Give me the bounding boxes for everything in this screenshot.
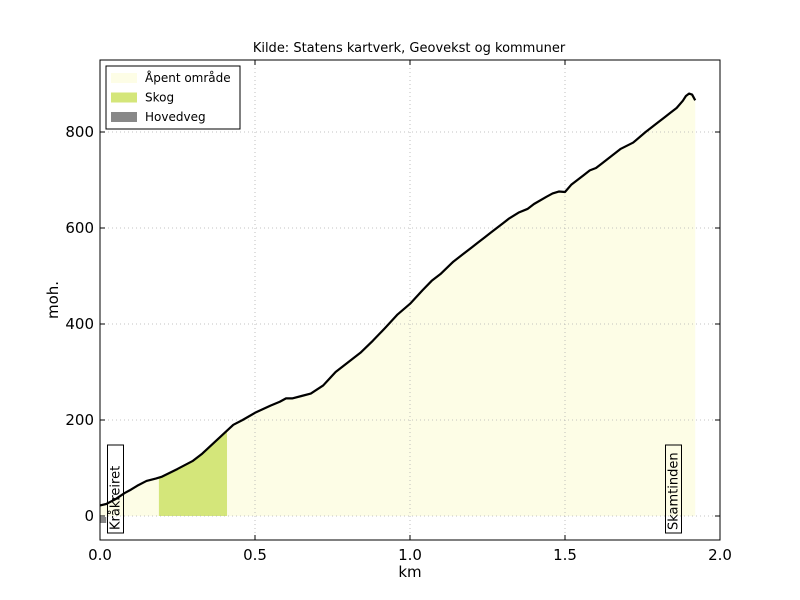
x-tick-label-1: 0.5 bbox=[243, 546, 267, 564]
annotation-0: Kråkreiret bbox=[107, 444, 124, 534]
y-tick-label-4: 800 bbox=[65, 123, 94, 141]
elevation-line bbox=[99, 92, 697, 507]
annotation-box-0 bbox=[107, 444, 124, 534]
legend-label-1: Skog bbox=[145, 91, 174, 105]
landcover-fill-2 bbox=[227, 93, 696, 516]
road-segment-0 bbox=[100, 517, 107, 523]
chart-title: Kilde: Statens kartverk, Geovekst og kom… bbox=[253, 41, 566, 56]
x-tick-label-2: 1.0 bbox=[398, 546, 422, 564]
y-tick-label-2: 400 bbox=[65, 315, 94, 333]
landcover-fill-1 bbox=[158, 430, 228, 516]
axis-ticks: 0.0 0.5 1.0 1.5 2.0 0 200 400 600 800 bbox=[65, 60, 732, 564]
annotation-box-1 bbox=[665, 444, 682, 534]
legend-swatch-0 bbox=[111, 73, 137, 83]
y-axis-label: moh. bbox=[44, 281, 62, 319]
y-tick-label-3: 600 bbox=[65, 219, 94, 237]
legend: Åpent område Skog Hovedveg bbox=[105, 65, 241, 130]
annotation-label-1: Skamtinden bbox=[667, 452, 682, 530]
elevation-profile bbox=[99, 92, 697, 507]
landcover-fill-0 bbox=[100, 477, 159, 516]
grid-lines bbox=[100, 60, 720, 540]
legend-swatch-2 bbox=[111, 112, 137, 122]
x-tick-label-0: 0.0 bbox=[88, 546, 112, 564]
landcover-fills bbox=[100, 93, 696, 523]
legend-label-2: Hovedveg bbox=[145, 110, 206, 124]
annotation-label-0: Kråkreiret bbox=[109, 466, 124, 530]
x-axis-label: km bbox=[398, 563, 421, 581]
y-tick-label-1: 200 bbox=[65, 411, 94, 429]
y-tick-label-0: 0 bbox=[84, 507, 94, 525]
legend-label-0: Åpent område bbox=[145, 70, 231, 85]
legend-swatch-1 bbox=[111, 92, 137, 103]
place-annotations: Kråkreiret Skamtinden bbox=[107, 444, 682, 534]
x-tick-label-3: 1.5 bbox=[553, 546, 577, 564]
annotation-1: Skamtinden bbox=[665, 444, 682, 534]
x-tick-label-4: 2.0 bbox=[708, 546, 732, 564]
